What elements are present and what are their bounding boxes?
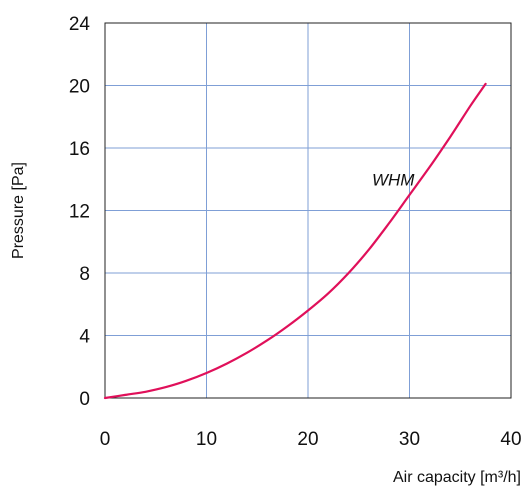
y-tick-label: 24 (69, 14, 91, 35)
y-tick-label: 8 (79, 264, 90, 285)
x-tick-label: 30 (399, 429, 420, 450)
x-tick-labels: 0 10 20 30 40 (100, 429, 522, 450)
series-annotation-label: WHM (372, 170, 415, 189)
x-tick-label: 20 (297, 429, 318, 450)
y-tick-label: 4 (79, 327, 90, 348)
x-axis-title: Air capacity [m³/h] (393, 469, 521, 486)
x-tick-label: 10 (196, 429, 217, 450)
y-axis-title: Pressure [Pa] (10, 162, 27, 259)
y-tick-label: 20 (69, 77, 90, 98)
y-tick-label: 0 (79, 389, 90, 410)
grid (104, 22, 512, 399)
y-tick-labels: 0 4 8 12 16 20 24 (69, 14, 91, 410)
y-tick-label: 12 (69, 202, 90, 223)
x-tick-label: 40 (500, 429, 521, 450)
y-tick-label: 16 (69, 139, 90, 160)
series-line-whm (103, 82, 487, 400)
plot-frame (104, 22, 512, 399)
x-tick-label: 0 (100, 429, 111, 450)
